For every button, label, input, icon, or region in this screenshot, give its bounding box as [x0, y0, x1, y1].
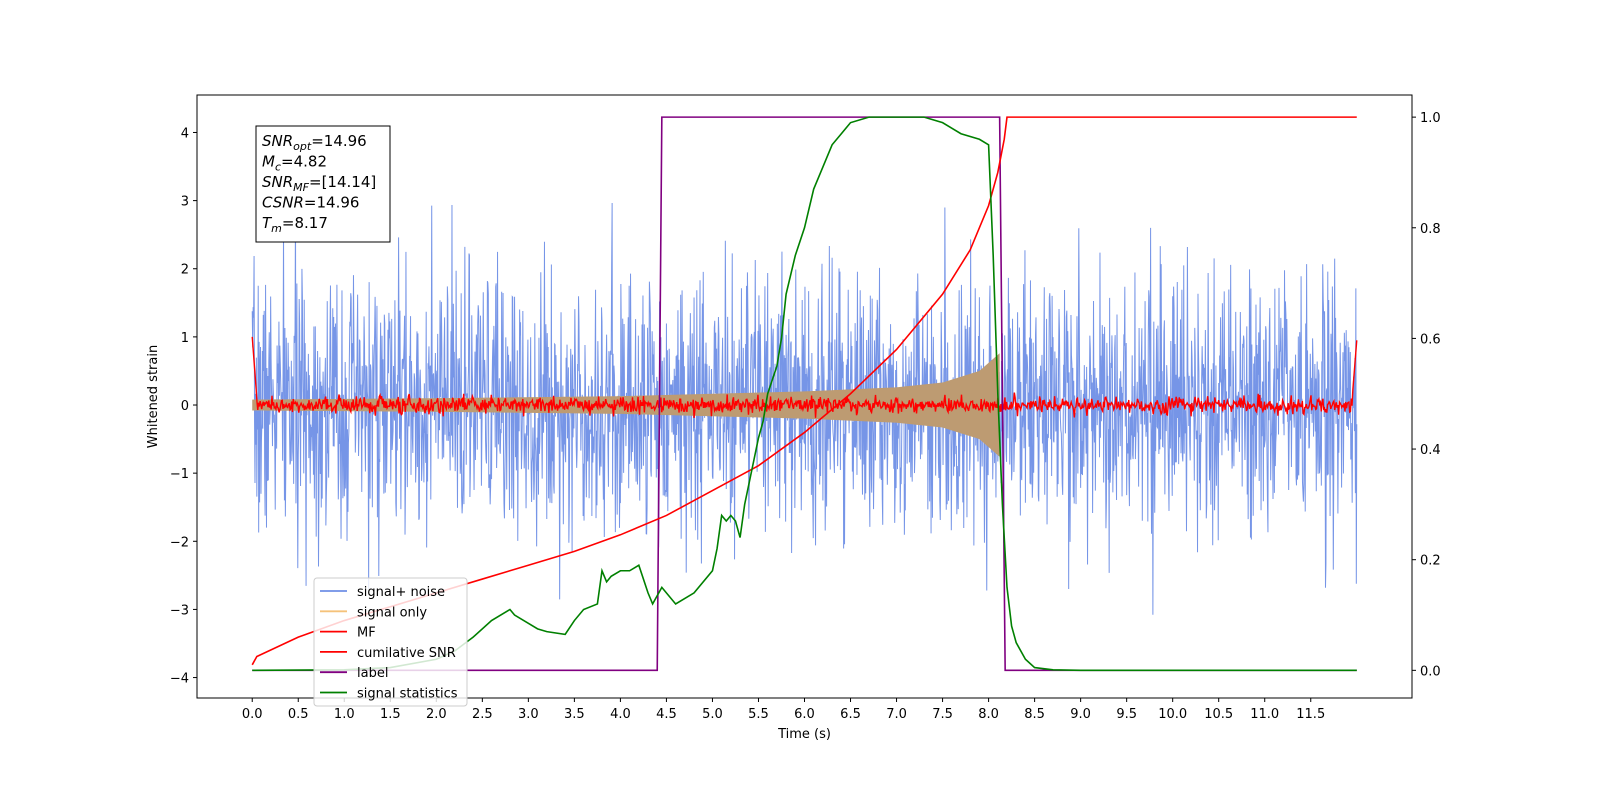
y-tick-label: 0	[181, 399, 189, 414]
y-tick-label: 4	[181, 126, 189, 141]
y-tick-label: 1	[181, 331, 189, 346]
x-tick-label: 5.5	[748, 707, 769, 722]
y-axis-label: Whitened strain	[146, 345, 161, 448]
legend-label: MF	[357, 626, 376, 641]
stats-annotation-line: Mc=4.82	[262, 153, 327, 174]
x-tick-label: 10.5	[1204, 707, 1233, 722]
y2-tick-label: 0.6	[1420, 332, 1441, 347]
stats-annotation-box	[255, 125, 391, 243]
y-tick-label: 3	[181, 195, 189, 210]
x-tick-label: 4.5	[656, 707, 677, 722]
legend-label: signal statistics	[357, 687, 458, 702]
y-tick-label: −1	[170, 467, 189, 482]
legend-label: signal+ noise	[357, 585, 445, 600]
legend-label: label	[357, 666, 388, 681]
legend-label: signal only	[357, 605, 427, 620]
series-layer	[251, 116, 1358, 672]
x-tick-label: 11.0	[1250, 707, 1279, 722]
y-tick-label: −4	[170, 672, 189, 687]
x-tick-label: 2.0	[426, 707, 447, 722]
x-tick-label: 0.5	[288, 707, 309, 722]
stats-annotation-line: SNRMF=[14.14]	[262, 173, 376, 194]
y-tick-label: 2	[181, 263, 189, 278]
x-tick-label: 1.5	[380, 707, 401, 722]
x-axis-label: Time (s)	[777, 727, 831, 742]
x-tick-label: 7.5	[932, 707, 953, 722]
y2-tick-label: 0.0	[1420, 664, 1441, 679]
x-tick-label: 7.0	[886, 707, 907, 722]
x-tick-label: 6.0	[794, 707, 815, 722]
x-tick-label: 9.0	[1070, 707, 1091, 722]
legend-label: cumilative SNR	[357, 646, 456, 661]
x-tick-label: 9.5	[1116, 707, 1137, 722]
x-tick-label: 8.0	[978, 707, 999, 722]
x-tick-label: 10.0	[1158, 707, 1187, 722]
axes: 0.0 0.5 1.0 1.5 2.0 2.5 3.0 3.5 4.0 4.5 5.0 5.5 6.0 6…	[170, 111, 1441, 722]
y2-tick-label: 0.8	[1420, 222, 1441, 237]
signal-statistics-line	[252, 116, 1357, 672]
legend: signal+ noise signal only MF cumilative SNR…	[313, 577, 468, 707]
x-tick-label: 1.0	[334, 707, 355, 722]
x-tick-label: 3.5	[564, 707, 585, 722]
x-tick-label: 3.0	[518, 707, 539, 722]
y-tick-label: −3	[170, 603, 189, 618]
legend-box	[313, 577, 468, 707]
y2-tick-label: 1.0	[1420, 111, 1441, 126]
x-tick-label: 0.0	[242, 707, 263, 722]
y-tick-label: −2	[170, 535, 189, 550]
stats-annotation-line: CSNR=14.96	[262, 194, 359, 212]
x-tick-label: 8.5	[1024, 707, 1045, 722]
x-tick-label: 4.0	[610, 707, 631, 722]
x-tick-label: 11.5	[1296, 707, 1325, 722]
y2-tick-label: 0.2	[1420, 554, 1441, 569]
x-tick-label: 6.5	[840, 707, 861, 722]
x-tick-label: 5.0	[702, 707, 723, 722]
signal-plus-noise-line	[251, 202, 1358, 615]
y2-tick-label: 0.4	[1420, 443, 1441, 458]
mf-line	[251, 336, 1358, 419]
x-tick-label: 2.5	[472, 707, 493, 722]
stats-annotation: SNRopt=14.96Mc=4.82SNRMF=[14.14]CSNR=14.…	[255, 125, 391, 243]
stats-annotation-line: Tm=8.17	[262, 214, 328, 235]
stats-annotation-line: SNRopt=14.96	[262, 132, 367, 153]
